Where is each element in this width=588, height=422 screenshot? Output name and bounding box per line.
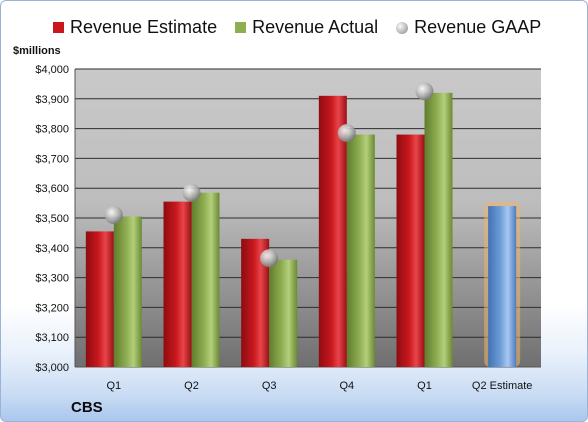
bar-revenue-actual <box>191 192 220 367</box>
x-tick-label: Q2 <box>184 380 199 392</box>
bar-revenue-estimate <box>318 95 347 367</box>
y-tick-label: $3,500 <box>35 213 69 225</box>
bar-revenue-forecast <box>488 206 517 367</box>
point-revenue-gaap <box>260 249 279 268</box>
y-tick-label: $3,300 <box>35 273 69 285</box>
y-tick-label: $3,800 <box>35 124 69 136</box>
point-revenue-gaap <box>182 183 201 202</box>
y-tick-label: $3,700 <box>35 153 69 165</box>
legend-marker-gaap <box>396 21 409 34</box>
legend-swatch-estimate <box>53 22 64 33</box>
x-tick-label: Q4 <box>339 380 354 392</box>
y-tick-label: $3,600 <box>35 183 69 195</box>
legend: Revenue Estimate Revenue Actual Revenue … <box>53 17 559 38</box>
bar-revenue-estimate <box>396 134 425 367</box>
bar-revenue-actual <box>346 134 375 367</box>
x-tick-label: Q1 <box>106 380 121 392</box>
bar-revenue-actual <box>269 259 298 367</box>
legend-label-actual: Revenue Actual <box>252 17 379 37</box>
y-tick-label: $3,000 <box>35 362 69 374</box>
y-tick-label: $3,900 <box>35 94 69 106</box>
bar-revenue-estimate <box>163 201 192 367</box>
bar-revenue-estimate <box>85 231 114 367</box>
point-revenue-gaap <box>337 124 356 143</box>
y-tick-label: $3,200 <box>35 302 69 314</box>
point-revenue-gaap <box>415 82 434 101</box>
bar-revenue-actual <box>424 92 453 367</box>
point-revenue-gaap <box>104 206 123 225</box>
legend-label-gaap: Revenue GAAP <box>414 17 542 37</box>
x-tick-label: Q1 <box>417 380 432 392</box>
legend-item-gaap: Revenue GAAP <box>396 17 541 38</box>
legend-label-estimate: Revenue Estimate <box>70 17 218 37</box>
y-tick-label: $3,400 <box>35 243 69 255</box>
company-name: CBS <box>71 399 103 416</box>
y-tick-label: $3,100 <box>35 332 69 344</box>
x-tick-label: Q3 <box>262 380 277 392</box>
legend-item-estimate: Revenue Estimate <box>53 17 217 38</box>
legend-item-actual: Revenue Actual <box>235 17 378 38</box>
legend-swatch-actual <box>235 22 247 33</box>
y-axis-unit-label: $millions <box>13 45 61 57</box>
bar-revenue-actual <box>113 216 142 367</box>
x-tick-label: Q2 Estimate <box>472 380 533 392</box>
y-tick-label: $4,000 <box>35 64 69 76</box>
